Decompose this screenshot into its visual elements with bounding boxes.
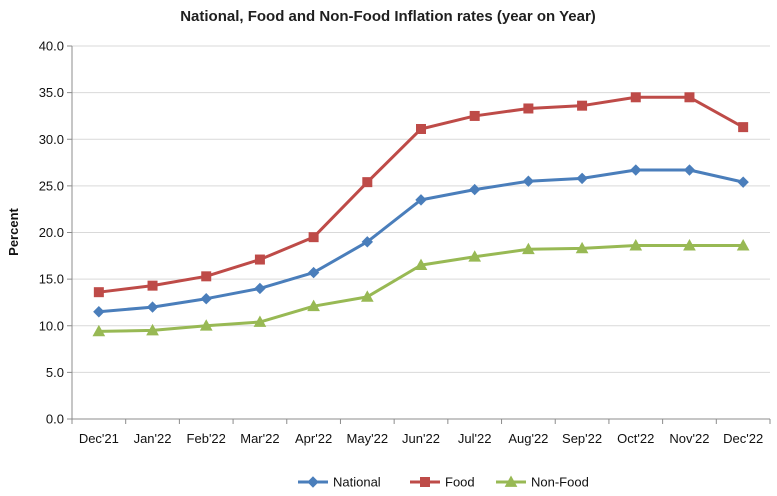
data-point-food [416, 123, 426, 134]
data-point-national [468, 183, 481, 196]
data-point-non-food [307, 299, 320, 312]
axes [67, 45, 771, 424]
data-point-non-food [522, 242, 535, 255]
data-point-national [683, 164, 696, 176]
series-national [93, 164, 749, 318]
data-point-food [577, 100, 588, 111]
y-tick-label: 10.0 [39, 318, 64, 333]
x-tick-label: Jun'22 [402, 431, 440, 446]
y-tick-label: 0.0 [46, 412, 64, 427]
legend-item-food: Food [410, 475, 475, 490]
data-point-non-food [360, 290, 374, 302]
data-point-national [576, 172, 588, 185]
chart-title: National, Food and Non-Food Inflation ra… [180, 8, 596, 25]
series-line-national [98, 168, 744, 314]
legend-label-food: Food [445, 475, 475, 490]
legend-item-national: National [298, 475, 381, 490]
x-tick-label: Nov'22 [669, 431, 709, 446]
x-tick-labels: Dec'21 Jan'22 Feb'22 Mar'22 Apr'22 May'22 Jun'… [79, 431, 763, 446]
series-lines [92, 92, 750, 337]
x-tick-label: Sep'22 [562, 431, 602, 446]
legend-marker-national [307, 476, 319, 488]
data-point-non-food [146, 323, 159, 336]
data-point-national [737, 176, 749, 188]
x-tick-label: Aug'22 [508, 431, 548, 446]
data-point-national [415, 194, 427, 206]
data-point-non-food [629, 239, 643, 251]
y-tick-labels: 0.0 5.0 10.0 15.0 20.0 25.0 30.0 35.0 40.0 [39, 39, 64, 427]
y-tick-label: 25.0 [39, 178, 64, 193]
series-food [93, 92, 749, 298]
grid-lines [72, 45, 770, 420]
data-point-national [93, 306, 105, 318]
y-tick-label: 40.0 [39, 39, 64, 54]
data-point-national [307, 266, 320, 279]
x-tick-label: Jul'22 [458, 431, 492, 446]
y-tick-label: 30.0 [39, 132, 64, 147]
x-tick-label: Oct'22 [617, 431, 654, 446]
y-tick-label: 20.0 [39, 225, 64, 240]
x-tick-label: Jan'22 [134, 431, 172, 446]
series-line-non-food [98, 244, 744, 333]
data-point-national [146, 301, 159, 313]
data-point-non-food [575, 241, 589, 254]
x-tick-label: May'22 [347, 431, 389, 446]
x-tick-label: Feb'22 [187, 431, 226, 446]
data-point-food [93, 287, 104, 298]
y-axis-label: Percent [6, 207, 21, 255]
data-point-non-food [414, 258, 428, 271]
y-tick-label: 5.0 [46, 365, 64, 380]
x-tick-label: Dec'22 [723, 431, 763, 446]
x-tick-label: Apr'22 [295, 431, 332, 446]
data-point-food [738, 122, 749, 133]
x-tick-label: Mar'22 [240, 431, 279, 446]
legend-marker-non-food [504, 475, 518, 487]
legend: National Food Non-Food [298, 475, 589, 490]
data-point-non-food [736, 239, 750, 251]
y-tick-label: 35.0 [39, 85, 64, 100]
data-point-food [254, 254, 265, 265]
data-point-food [201, 271, 212, 282]
y-tick-label: 15.0 [39, 272, 64, 287]
data-point-non-food [468, 250, 482, 262]
data-point-national [361, 236, 374, 248]
data-point-non-food [199, 319, 213, 331]
data-point-non-food [683, 239, 696, 251]
series-non-food [92, 239, 750, 337]
data-point-food [630, 92, 641, 103]
x-tick-label: Dec'21 [79, 431, 119, 446]
data-point-food [362, 177, 373, 188]
data-point-national [254, 282, 266, 295]
data-point-national [630, 164, 642, 176]
data-point-non-food [253, 315, 267, 327]
data-point-food [684, 92, 695, 103]
data-point-food [147, 280, 158, 291]
legend-item-non-food: Non-Food [496, 475, 589, 490]
data-point-food [523, 103, 534, 114]
data-point-non-food [92, 324, 106, 337]
data-point-national [200, 293, 212, 305]
legend-label-non-food: Non-Food [531, 475, 589, 490]
legend-marker-food [420, 477, 430, 487]
data-point-food [308, 232, 319, 243]
legend-label-national: National [333, 475, 381, 490]
data-point-food [469, 110, 480, 121]
data-point-national [522, 175, 535, 187]
